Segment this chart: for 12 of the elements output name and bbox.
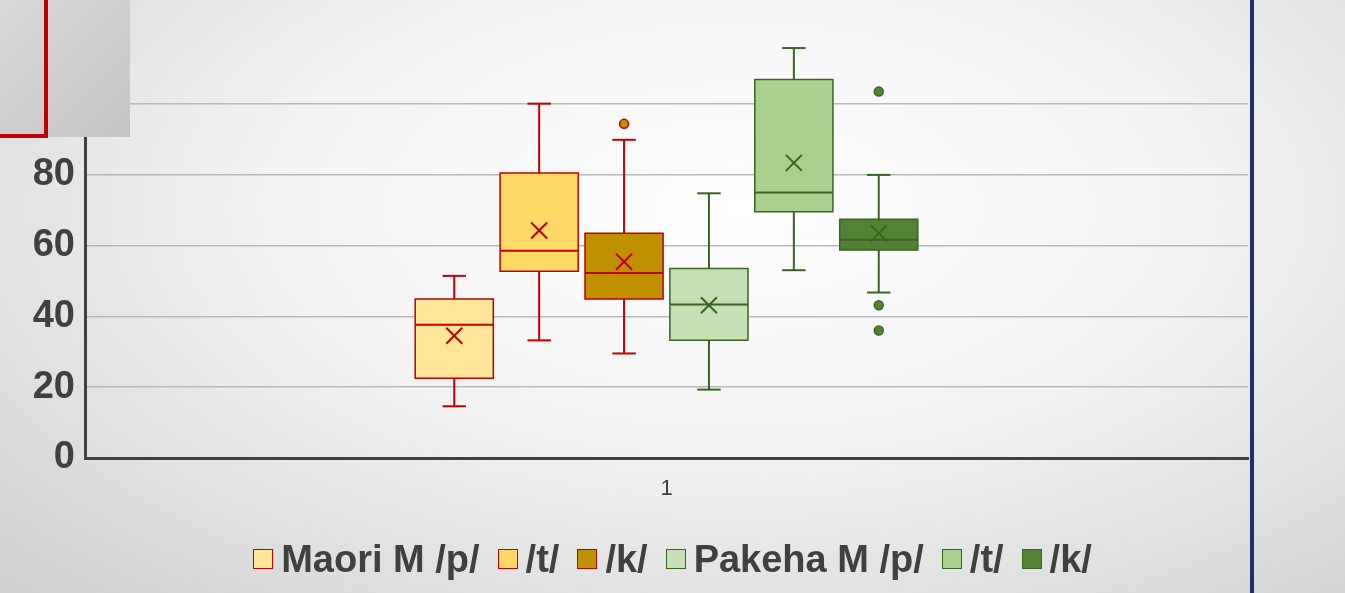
y-tick-label: 0 xyxy=(53,434,75,477)
legend-label: /k/ xyxy=(1049,537,1092,581)
y-tick-label: 40 xyxy=(32,292,75,335)
y-tick-label: 60 xyxy=(32,221,75,264)
legend-label: /t/ xyxy=(525,537,560,581)
x-tick-label: 1 xyxy=(660,475,673,501)
legend-label: Pakeha M /p/ xyxy=(693,537,924,581)
legend-label: /k/ xyxy=(605,537,648,581)
y-tick-label: 20 xyxy=(32,363,75,406)
legend-label: Maori M /p/ xyxy=(281,537,480,581)
y-tick-label: 80 xyxy=(32,151,75,194)
legend-label: /t/ xyxy=(969,537,1004,581)
